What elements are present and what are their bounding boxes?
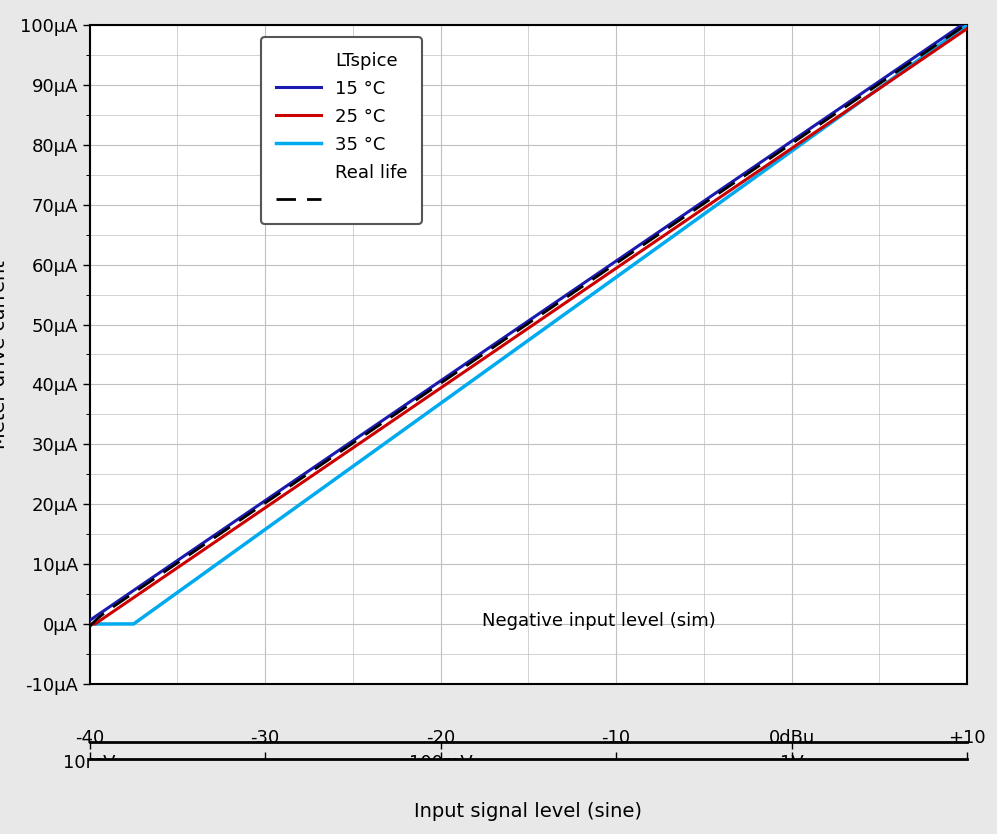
Legend: LTspice, 15 °C, 25 °C, 35 °C, Real life,  : LTspice, 15 °C, 25 °C, 35 °C, Real life,	[261, 38, 422, 224]
Y-axis label: Meter drive current: Meter drive current	[0, 260, 9, 449]
Text: Negative input level (sim): Negative input level (sim)	[482, 612, 716, 631]
Text: Input signal level (sine): Input signal level (sine)	[415, 802, 642, 821]
